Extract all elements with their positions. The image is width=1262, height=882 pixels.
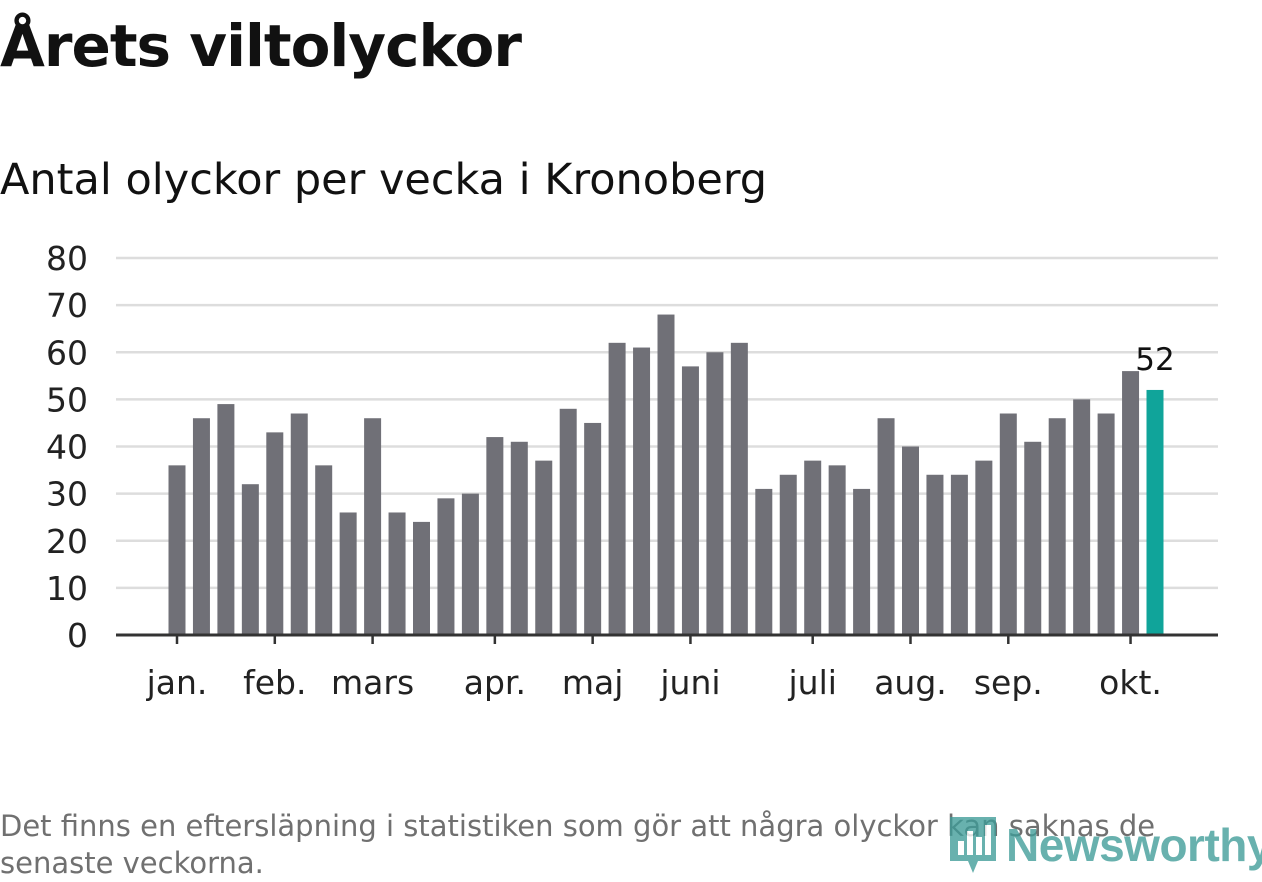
bar (730, 342, 748, 635)
newsworthy-logo-icon (950, 817, 996, 873)
y-tick-label: 70 (46, 286, 88, 325)
bar (315, 465, 333, 635)
bar (241, 484, 259, 635)
bar (828, 465, 846, 635)
x-tick-label: feb. (243, 663, 306, 702)
bar (779, 474, 797, 635)
y-tick-label: 50 (46, 380, 88, 419)
x-tick-label: jan. (146, 663, 208, 702)
bar (877, 418, 895, 635)
bar (1073, 399, 1091, 635)
x-tick-label: okt. (1099, 663, 1162, 702)
data-labels: 52 (1135, 342, 1174, 378)
bar (584, 422, 602, 635)
bar (413, 521, 430, 635)
bar (486, 437, 504, 635)
bar (168, 465, 186, 635)
y-tick-label: 10 (46, 569, 88, 608)
bar (290, 413, 308, 635)
chart-subtitle: Antal olyckor per vecka i Kronoberg (0, 155, 768, 205)
bar (559, 408, 577, 635)
y-tick-label: 60 (46, 333, 88, 372)
bar (804, 460, 822, 635)
bar (657, 314, 675, 635)
bar (339, 512, 357, 635)
brand-name: Newsworthy (1006, 819, 1262, 871)
bar (1122, 371, 1140, 635)
bar (192, 418, 210, 635)
bar (633, 347, 651, 635)
bar (975, 460, 993, 635)
bar (1024, 441, 1042, 635)
bar (364, 418, 382, 635)
x-tick-label: sep. (974, 663, 1043, 702)
bar (926, 474, 944, 635)
y-tick-label: 0 (67, 616, 88, 655)
bar (1097, 413, 1115, 635)
x-tick-label: aug. (874, 663, 947, 702)
bar (608, 342, 626, 635)
y-tick-label: 30 (46, 475, 88, 514)
x-tick-label: mars (331, 663, 414, 702)
x-axis-ticks: jan. feb. mars apr. maj juni juli aug. sep. okt. (146, 635, 1162, 702)
x-tick-label: juni (659, 663, 720, 702)
highlight-value-label: 52 (1135, 342, 1174, 378)
bar (437, 498, 455, 635)
bar-chart: 0 10 20 30 40 50 60 70 80 jan. feb. mars apr. maj jun… (46, 239, 1218, 702)
x-tick-label: apr. (464, 663, 526, 702)
x-tick-label: maj (562, 663, 624, 702)
bar (266, 432, 284, 635)
y-tick-label: 20 (46, 522, 88, 561)
bar (510, 441, 528, 635)
bar (388, 512, 406, 635)
newsworthy-logo: Newsworthy (948, 810, 1262, 880)
bars (168, 314, 1164, 635)
chart-title: Årets viltolyckor (0, 12, 522, 80)
x-tick-label: juli (787, 663, 836, 702)
bar (1048, 418, 1066, 635)
bar (853, 488, 871, 635)
bar (999, 413, 1017, 635)
bar (461, 493, 479, 635)
bar (950, 474, 968, 635)
bar (535, 460, 553, 635)
y-axis-tick-labels: 0 10 20 30 40 50 60 70 80 (46, 239, 88, 655)
bar (755, 488, 773, 635)
y-tick-label: 40 (46, 428, 88, 467)
bar (217, 404, 235, 635)
y-tick-label: 80 (46, 239, 88, 278)
bar (681, 366, 699, 635)
bar (902, 446, 919, 635)
bar-highlight (1146, 389, 1164, 635)
bar (706, 352, 724, 635)
